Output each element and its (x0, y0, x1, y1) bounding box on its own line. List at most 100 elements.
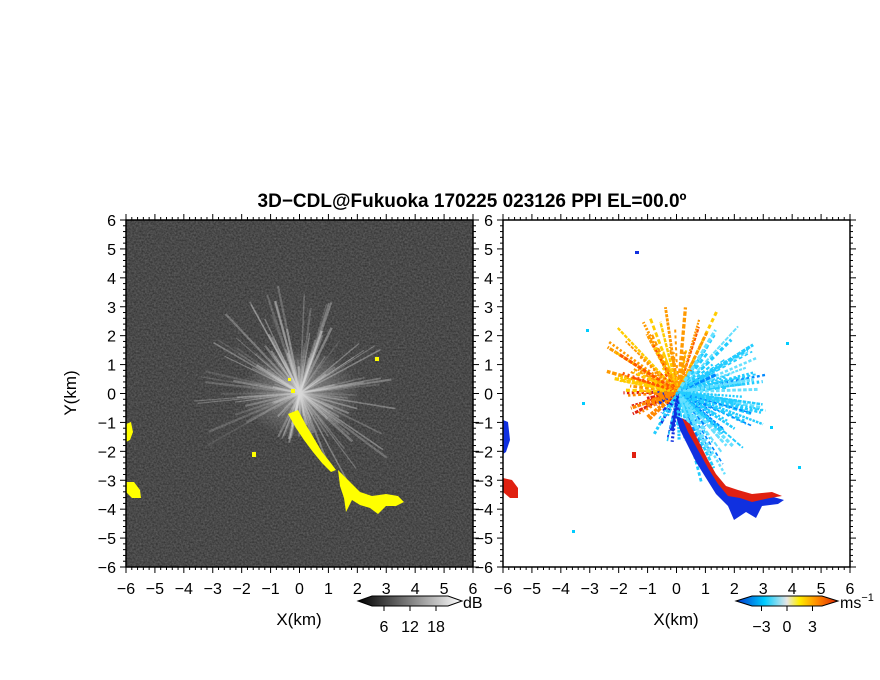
velocity-dot-8 (632, 452, 636, 458)
velocity-x-tick-label: −5 (523, 581, 541, 598)
velocity-x-tick-label: 3 (759, 581, 768, 598)
velocity-ray (677, 390, 762, 414)
velocity-colorbar: −3 0 3 ms−1 (734, 592, 874, 636)
reflectivity-y-tick-label: −5 (98, 531, 116, 548)
reflectivity-y-tick-label: 4 (107, 271, 116, 288)
reflectivity-colorbar-ticks: 6 12 18 (380, 606, 445, 636)
reflectivity-x-tick-label: −6 (117, 581, 135, 598)
velocity-colorbar-bar (734, 595, 840, 607)
colorbar-tick-label: 18 (427, 619, 445, 636)
velocity-colorbar-unit: ms−1 (840, 592, 874, 612)
velocity-dot-7 (770, 426, 773, 429)
velocity-colorbar-ticks: −3 0 3 (752, 606, 817, 636)
velocity-y-tick-label: −3 (475, 473, 493, 490)
velocity-dot-5 (572, 530, 575, 533)
echo-small-1 (252, 452, 256, 457)
velocity-ray (677, 377, 754, 394)
reflectivity-x-tick-label: 5 (440, 581, 449, 598)
reflectivity-x-tick-label: 2 (353, 581, 362, 598)
velocity-ray (619, 379, 679, 393)
velocity-ray (638, 390, 679, 415)
reflectivity-y-tick-label: 2 (107, 329, 116, 346)
velocity-dot-2 (586, 329, 589, 332)
velocity-x-tick-label: −4 (552, 581, 570, 598)
velocity-x-tick-label: −6 (494, 581, 512, 598)
velocity-y-tick-label: 3 (484, 300, 493, 317)
reflectivity-colorbar-bar (356, 595, 464, 607)
velocity-ray (677, 391, 730, 423)
velocity-y-tick-label: 2 (484, 329, 493, 346)
velocity-ray (677, 391, 693, 433)
velocity-dot-6 (798, 466, 801, 469)
velocity-echoes (503, 251, 801, 533)
velocity-rays (606, 307, 768, 483)
reflectivity-y-tick-label: −4 (98, 502, 116, 519)
velocity-xlabel: X(km) (653, 610, 698, 629)
velocity-panel: −6 −5 −4 −3 −2 −1 0 1 2 3 4 5 6 6 5 4 3 2 1 0 −1 −2 −3 −4 −5 −6 X… (475, 213, 856, 629)
velocity-dot-1 (635, 251, 639, 254)
velocity-ray (675, 370, 679, 393)
velocity-ray (676, 338, 733, 394)
velocity-ray (651, 343, 679, 393)
velocity-west-blue (503, 420, 510, 454)
velocity-y-tick-label: −2 (475, 444, 493, 461)
echo-southeast-band (338, 470, 404, 514)
reflectivity-x-tick-label: −5 (146, 581, 164, 598)
reflectivity-y-tick-label: 3 (107, 300, 116, 317)
velocity-ray (677, 391, 723, 442)
velocity-unit-exponent: −1 (861, 592, 874, 604)
reflectivity-x-tick-label: −1 (261, 581, 279, 598)
reflectivity-y-tick-label: 1 (107, 358, 116, 375)
velocity-ray (677, 390, 736, 430)
velocity-ray (677, 357, 757, 394)
reflectivity-colorbar-unit: dB (463, 595, 483, 612)
reflectivity-echoes (126, 357, 404, 514)
velocity-dot-4 (582, 402, 585, 405)
velocity-ray (663, 372, 679, 393)
velocity-unit-base: ms (840, 595, 861, 612)
velocity-ray (677, 390, 763, 406)
velocity-ray (677, 390, 745, 423)
velocity-ray (645, 390, 679, 406)
velocity-ray (677, 325, 739, 393)
reflectivity-x-tick-label: 0 (295, 581, 304, 598)
reflectivity-colorbar: 6 12 18 dB (356, 595, 483, 636)
reflectivity-x-tick-label: −2 (233, 581, 251, 598)
velocity-ray (677, 390, 764, 426)
reflectivity-y-tick-label: −3 (98, 473, 116, 490)
reflectivity-x-tick-label: 1 (324, 581, 333, 598)
velocity-y-tick-label: −6 (475, 560, 493, 577)
reflectivity-x-tick-label: 3 (382, 581, 391, 598)
velocity-ray (674, 329, 679, 393)
velocity-ray (676, 363, 688, 393)
velocity-ray (649, 379, 679, 393)
velocity-dot-3 (786, 342, 789, 345)
velocity-y-tick-label: −4 (475, 502, 493, 519)
velocity-ray (606, 369, 679, 394)
reflectivity-x-tick-label: 6 (469, 581, 478, 598)
velocity-x-tick-label: 2 (730, 581, 739, 598)
figure-title: 3D−CDL@Fukuoka 170225 023126 PPI EL=00.0… (258, 191, 687, 212)
velocity-ray (631, 367, 679, 393)
velocity-ray (650, 331, 680, 393)
velocity-axes: −6 −5 −4 −3 −2 −1 0 1 2 3 4 5 6 6 5 4 3 2 1 0 −1 −2 −3 −4 −5 −6 (475, 213, 856, 598)
velocity-ray (677, 391, 723, 453)
velocity-ray (658, 391, 679, 420)
velocity-y-tick-label: −5 (475, 531, 493, 548)
velocity-ray (660, 391, 680, 414)
velocity-x-tick-label: 0 (672, 581, 681, 598)
echo-west-lower (126, 482, 141, 498)
velocity-x-tick-label: 5 (817, 581, 826, 598)
velocity-y-tick-label: 6 (484, 213, 493, 230)
reflectivity-axes: −6 −5 −4 −3 −2 −1 0 1 2 3 4 5 6 6 5 4 3 2 1 0 −1 −2 −3 −4 −5 −6 (98, 213, 479, 598)
reflectivity-x-tick-label: −4 (175, 581, 193, 598)
echo-small-2 (375, 357, 379, 361)
velocity-band-red (682, 418, 782, 502)
velocity-y-tick-label: 5 (484, 242, 493, 259)
reflectivity-y-tick-label: −2 (98, 444, 116, 461)
velocity-ray (676, 329, 717, 393)
velocity-ray (652, 391, 680, 437)
velocity-ray (677, 373, 768, 394)
reflectivity-ylabel: Y(km) (61, 370, 80, 415)
